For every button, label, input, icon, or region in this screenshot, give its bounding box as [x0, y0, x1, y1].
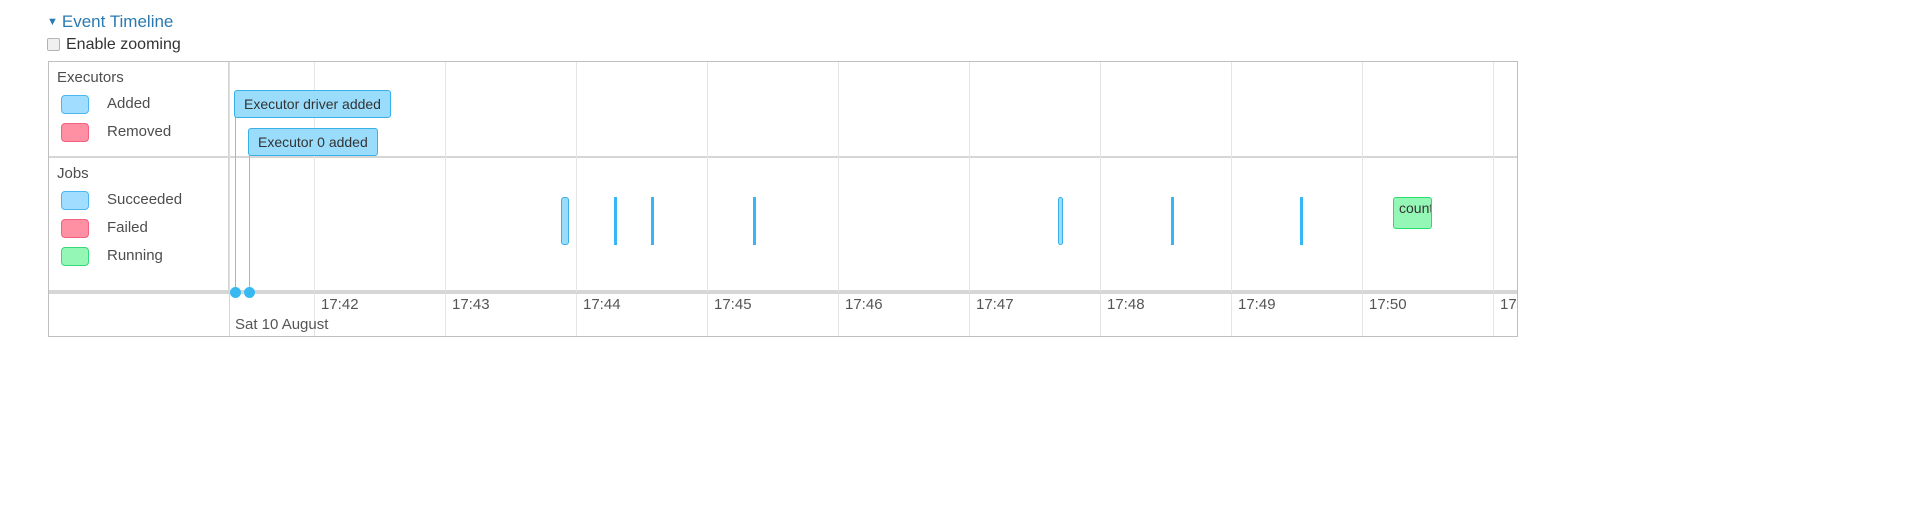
legend-swatch-running	[61, 247, 89, 266]
legend-swatch-removed	[61, 123, 89, 142]
axis-tick-label: 17:49	[1238, 296, 1276, 313]
axis-label-separator	[229, 292, 230, 336]
enable-zooming-label: Enable zooming	[66, 36, 181, 53]
enable-zooming-row: Enable zooming	[47, 35, 181, 55]
job-bar[interactable]	[1171, 197, 1174, 245]
axis-separator	[1362, 292, 1363, 336]
axis-separator	[576, 292, 577, 336]
executor-event-dot[interactable]	[244, 287, 255, 298]
group-title-executors: Executors	[57, 69, 124, 86]
event-timeline-chart[interactable]: Executors Added Removed Jobs Succeeded F…	[48, 61, 1518, 337]
executor-event-stem	[235, 103, 236, 292]
jobs-label-column: Jobs Succeeded Failed Running	[49, 158, 229, 290]
axis-tick-label: 17:44	[583, 296, 621, 313]
axis-tick-label: 17:50	[1369, 296, 1407, 313]
legend-swatch-succeeded	[61, 191, 89, 210]
legend-item-succeeded[interactable]: Succeeded	[61, 191, 182, 211]
job-bar[interactable]	[1058, 197, 1063, 245]
legend-item-added[interactable]: Added	[61, 95, 150, 115]
legend-label-failed: Failed	[107, 219, 148, 236]
axis-tick-label: 17:46	[845, 296, 883, 313]
axis-separator	[1231, 292, 1232, 336]
axis-tick-label: 17:48	[1107, 296, 1145, 313]
axis-tick-label: 17:45	[714, 296, 752, 313]
axis-tick-label: 17:42	[321, 296, 359, 313]
job-bar[interactable]	[614, 197, 617, 245]
executor-event-executor-0-added[interactable]: Executor 0 added	[248, 128, 378, 156]
group-title-jobs: Jobs	[57, 165, 89, 182]
axis-tick-label: 17:47	[976, 296, 1014, 313]
executor-event-dot[interactable]	[230, 287, 241, 298]
page-title: Event Timeline	[61, 12, 174, 31]
chevron-down-icon: ▼	[47, 16, 58, 28]
legend-label-added: Added	[107, 95, 151, 112]
axis-separator	[838, 292, 839, 336]
job-bar[interactable]	[651, 197, 654, 245]
job-bar[interactable]	[1300, 197, 1303, 245]
executor-event-stem	[249, 141, 250, 292]
job-bar[interactable]	[561, 197, 569, 245]
executor-event-driver-added[interactable]: Executor driver added	[234, 90, 391, 118]
legend-item-running[interactable]: Running	[61, 247, 163, 267]
axis-date-label: Sat 10 August	[235, 316, 329, 333]
axis-separator	[1100, 292, 1101, 336]
legend-item-removed[interactable]: Removed	[61, 123, 171, 143]
axis-separator	[314, 292, 315, 336]
event-timeline-toggle[interactable]: ▼ Event Timeline	[47, 11, 173, 35]
executors-label-column: Executors Added Removed	[49, 62, 229, 156]
events-layer: Executor driver added Executor 0 added c…	[49, 62, 1517, 292]
axis-line	[49, 292, 1517, 294]
legend-swatch-failed	[61, 219, 89, 238]
legend-label-succeeded: Succeeded	[107, 191, 183, 208]
legend-item-failed[interactable]: Failed	[61, 219, 148, 239]
group-row-executors: Executors Added Removed	[49, 62, 1517, 158]
axis-tick-label: 17:43	[452, 296, 490, 313]
legend-label-running: Running	[107, 247, 163, 264]
legend-swatch-added	[61, 95, 89, 114]
axis-tick-label: 17:	[1500, 296, 1517, 313]
enable-zooming-checkbox[interactable]	[47, 38, 60, 51]
axis-separator	[707, 292, 708, 336]
axis-separator	[1493, 292, 1494, 336]
legend-label-removed: Removed	[107, 123, 172, 140]
job-bar-running-count[interactable]: count	[1393, 197, 1432, 229]
axis-separator	[969, 292, 970, 336]
axis-separator	[445, 292, 446, 336]
group-row-jobs: Jobs Succeeded Failed Running	[49, 158, 1517, 292]
job-bar[interactable]	[753, 197, 756, 245]
